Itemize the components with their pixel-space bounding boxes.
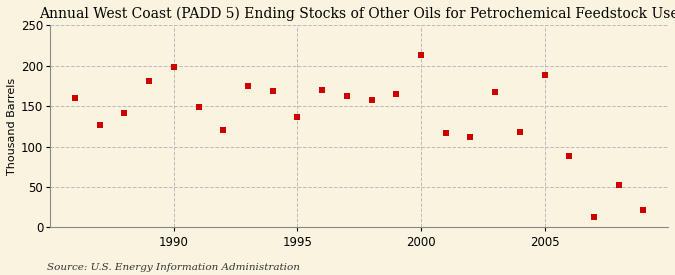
Title: Annual West Coast (PADD 5) Ending Stocks of Other Oils for Petrochemical Feedsto: Annual West Coast (PADD 5) Ending Stocks… xyxy=(39,7,675,21)
Point xyxy=(70,96,80,100)
Point xyxy=(391,92,402,96)
Point xyxy=(366,97,377,102)
Point xyxy=(317,88,327,92)
Point xyxy=(440,131,451,135)
Text: Source: U.S. Energy Information Administration: Source: U.S. Energy Information Administ… xyxy=(47,263,300,272)
Point xyxy=(564,154,574,158)
Point xyxy=(514,130,525,134)
Point xyxy=(218,127,229,132)
Point xyxy=(342,94,352,98)
Point xyxy=(416,53,427,57)
Point xyxy=(292,115,303,120)
Point xyxy=(589,215,599,219)
Point xyxy=(638,207,649,212)
Point xyxy=(267,89,278,93)
Point xyxy=(539,73,550,78)
Y-axis label: Thousand Barrels: Thousand Barrels xyxy=(7,78,17,175)
Point xyxy=(193,105,204,109)
Point xyxy=(613,183,624,188)
Point xyxy=(242,84,253,88)
Point xyxy=(169,64,180,69)
Point xyxy=(465,135,476,139)
Point xyxy=(144,79,155,83)
Point xyxy=(119,111,130,115)
Point xyxy=(95,123,105,127)
Point xyxy=(489,89,500,94)
